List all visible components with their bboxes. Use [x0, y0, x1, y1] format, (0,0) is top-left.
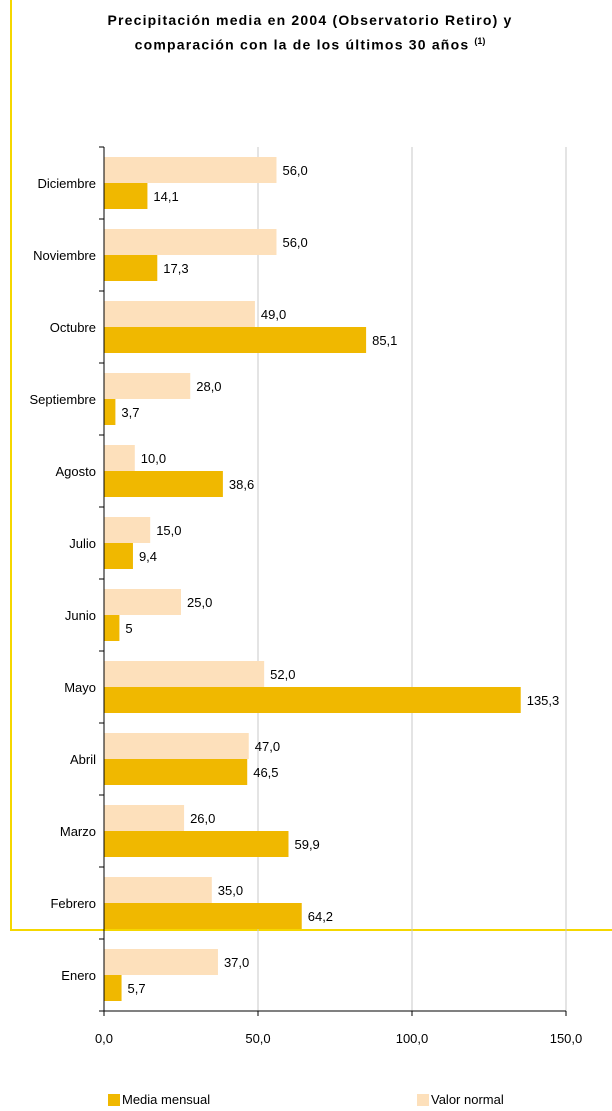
data-label-valor-normal: 10,0	[141, 451, 166, 466]
x-tick-label: 100,0	[396, 1031, 429, 1046]
category-label: Mayo	[64, 680, 96, 695]
data-label-media-mensual: 9,4	[139, 549, 157, 564]
data-label-media-mensual: 64,2	[308, 909, 333, 924]
x-tick-label: 0,0	[95, 1031, 113, 1046]
bar-valor-normal	[104, 589, 181, 615]
bar-media-mensual	[104, 975, 122, 1001]
category-label: Julio	[69, 536, 96, 551]
bar-media-mensual	[104, 831, 289, 857]
category-label: Junio	[65, 608, 96, 623]
data-label-media-mensual: 17,3	[163, 261, 188, 276]
data-label-media-mensual: 5	[125, 621, 132, 636]
category-label: Noviembre	[33, 248, 96, 263]
data-label-valor-normal: 15,0	[156, 523, 181, 538]
bar-valor-normal	[104, 301, 255, 327]
data-label-valor-normal: 26,0	[190, 811, 215, 826]
category-label: Enero	[61, 968, 96, 983]
data-label-valor-normal: 37,0	[224, 955, 249, 970]
data-label-media-mensual: 46,5	[253, 765, 278, 780]
data-label-valor-normal: 52,0	[270, 667, 295, 682]
legend-label-normal: Valor normal	[431, 1092, 504, 1107]
bar-media-mensual	[104, 471, 223, 497]
bar-valor-normal	[104, 373, 191, 399]
bar-media-mensual	[104, 615, 120, 641]
data-label-media-mensual: 85,1	[372, 333, 397, 348]
data-label-valor-normal: 47,0	[255, 739, 280, 754]
category-label: Diciembre	[37, 176, 96, 191]
bar-media-mensual	[104, 687, 521, 713]
bar-media-mensual	[104, 183, 148, 209]
bar-media-mensual	[104, 543, 133, 569]
bar-valor-normal	[104, 229, 277, 255]
bar-valor-normal	[104, 805, 185, 831]
chart-title-text: Precipitación media en 2004 (Observatori…	[107, 12, 513, 53]
data-label-media-mensual: 135,3	[527, 693, 560, 708]
category-label: Febrero	[50, 896, 96, 911]
frame-left-border	[10, 0, 12, 930]
bar-valor-normal	[104, 661, 265, 687]
bar-media-mensual	[104, 399, 116, 425]
bar-media-mensual	[104, 255, 158, 281]
data-label-valor-normal: 56,0	[282, 163, 307, 178]
data-label-media-mensual: 3,7	[121, 405, 139, 420]
bar-valor-normal	[104, 517, 151, 543]
data-label-valor-normal: 25,0	[187, 595, 212, 610]
bar-valor-normal	[104, 157, 277, 183]
chart-title-footnote: (1)	[474, 36, 486, 46]
legend-item-normal: Valor normal	[417, 1092, 504, 1107]
data-label-media-mensual: 5,7	[128, 981, 146, 996]
category-label: Agosto	[56, 464, 96, 479]
category-label: Octubre	[50, 320, 96, 335]
bar-valor-normal	[104, 949, 218, 975]
x-tick-label: 50,0	[245, 1031, 270, 1046]
data-label-valor-normal: 35,0	[218, 883, 243, 898]
data-label-media-mensual: 14,1	[153, 189, 178, 204]
data-label-media-mensual: 38,6	[229, 477, 254, 492]
bar-valor-normal	[104, 733, 249, 759]
data-label-valor-normal: 28,0	[196, 379, 221, 394]
data-label-valor-normal: 56,0	[282, 235, 307, 250]
category-label: Abril	[70, 752, 96, 767]
legend-swatch-normal	[417, 1093, 429, 1106]
frame-bottom-border	[10, 929, 612, 931]
data-label-valor-normal: 49,0	[261, 307, 286, 322]
bar-valor-normal	[104, 445, 135, 471]
bar-valor-normal	[104, 877, 212, 903]
data-label-media-mensual: 59,9	[294, 837, 319, 852]
category-label: Septiembre	[30, 392, 96, 407]
legend-swatch-media	[108, 1093, 120, 1106]
category-label: Marzo	[60, 824, 96, 839]
legend-item-media: Media mensual	[108, 1092, 210, 1107]
bar-media-mensual	[104, 903, 302, 929]
bar-media-mensual	[104, 327, 367, 353]
bar-media-mensual	[104, 759, 248, 785]
legend-label-media: Media mensual	[122, 1092, 211, 1107]
x-tick-label: 150,0	[550, 1031, 583, 1046]
chart-title: Precipitación media en 2004 (Observatori…	[60, 10, 560, 56]
